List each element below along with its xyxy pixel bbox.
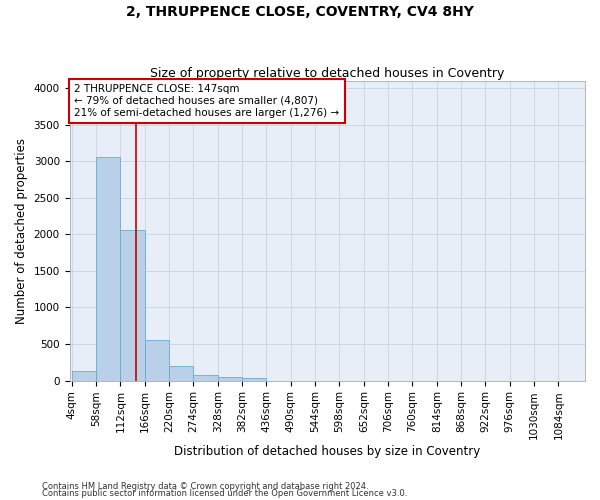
Bar <box>145 340 169 380</box>
Bar <box>96 158 121 380</box>
Y-axis label: Number of detached properties: Number of detached properties <box>15 138 28 324</box>
Text: 2 THRUPPENCE CLOSE: 147sqm
← 79% of detached houses are smaller (4,807)
21% of s: 2 THRUPPENCE CLOSE: 147sqm ← 79% of deta… <box>74 84 340 117</box>
Bar <box>121 230 145 380</box>
Bar <box>72 371 96 380</box>
X-axis label: Distribution of detached houses by size in Coventry: Distribution of detached houses by size … <box>174 444 481 458</box>
Text: 2, THRUPPENCE CLOSE, COVENTRY, CV4 8HY: 2, THRUPPENCE CLOSE, COVENTRY, CV4 8HY <box>126 5 474 19</box>
Text: Contains HM Land Registry data © Crown copyright and database right 2024.: Contains HM Land Registry data © Crown c… <box>42 482 368 491</box>
Bar <box>218 376 242 380</box>
Bar <box>242 378 266 380</box>
Bar <box>193 374 218 380</box>
Text: Contains public sector information licensed under the Open Government Licence v3: Contains public sector information licen… <box>42 490 407 498</box>
Title: Size of property relative to detached houses in Coventry: Size of property relative to detached ho… <box>150 66 505 80</box>
Bar <box>169 366 193 380</box>
